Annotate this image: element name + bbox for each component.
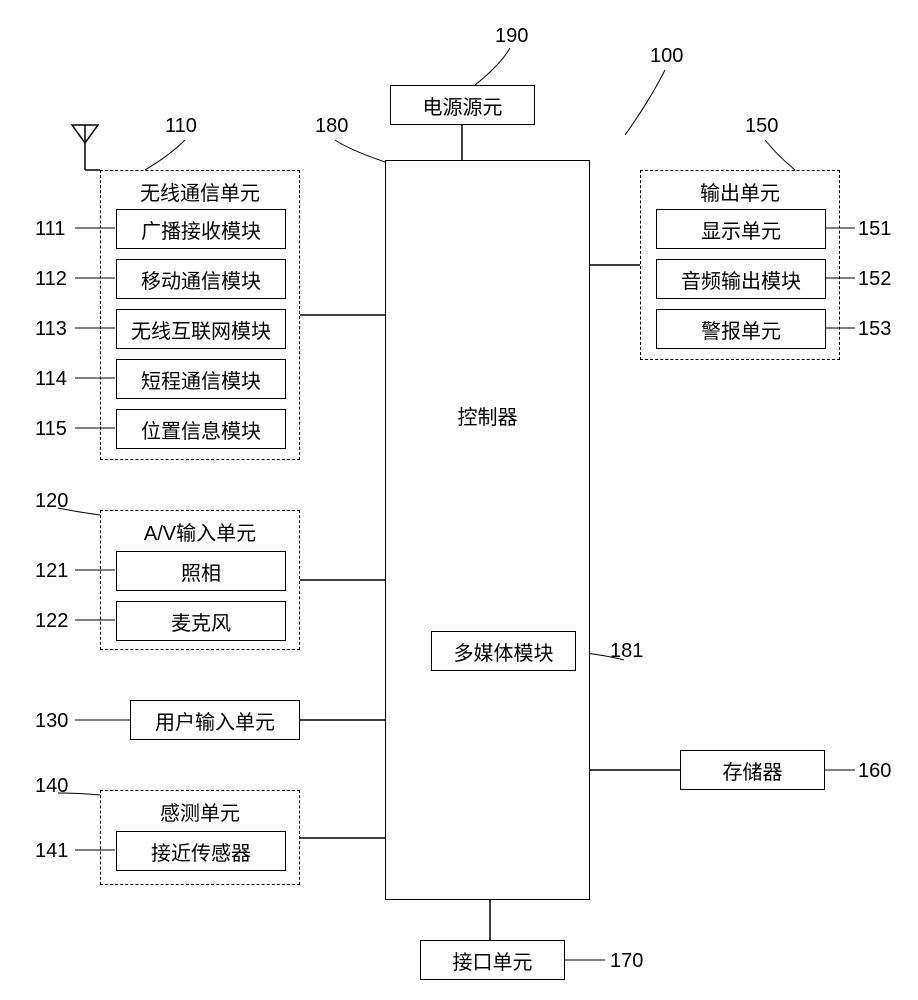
w112-block: 移动通信模块: [116, 259, 286, 299]
multimedia-block: 多媒体模块: [431, 631, 576, 671]
controller-label: 控制器: [386, 401, 589, 430]
wireless-unit: 无线通信单元广播接收模块移动通信模块无线互联网模块短程通信模块位置信息模块: [100, 170, 300, 460]
ref-100: 100: [650, 45, 683, 68]
ref-151: 151: [858, 218, 891, 241]
ref-121: 121: [35, 560, 68, 583]
o152-block: 音频输出模块: [656, 259, 826, 299]
ref-180: 180: [315, 115, 348, 138]
ref-141: 141: [35, 840, 68, 863]
w111-block: 广播接收模块: [116, 209, 286, 249]
av-input-unit: A/V输入单元照相麦克风: [100, 510, 300, 650]
w114-block: 短程通信模块: [116, 359, 286, 399]
o151-block: 显示单元: [656, 209, 826, 249]
ref-130: 130: [35, 710, 68, 733]
controller-block: 控制器多媒体模块: [385, 160, 590, 900]
sensing-unit: 感测单元接近传感器: [100, 790, 300, 885]
output-unit-title: 输出单元: [641, 177, 839, 206]
ref-114: 114: [35, 368, 67, 391]
w113-block: 无线互联网模块: [116, 309, 286, 349]
ref-181: 181: [610, 640, 643, 663]
power-block: 电源源元: [390, 85, 535, 125]
ref-122: 122: [35, 610, 68, 633]
user-input-block: 用户输入单元: [130, 700, 300, 740]
ref-112: 112: [35, 268, 67, 291]
ref-140: 140: [35, 775, 68, 798]
ref-111: 111: [35, 218, 65, 241]
av-input-unit-title: A/V输入单元: [101, 517, 299, 546]
av121-block: 照相: [116, 551, 286, 591]
w115-block: 位置信息模块: [116, 409, 286, 449]
output-unit: 输出单元显示单元音频输出模块警报单元: [640, 170, 840, 360]
wireless-unit-title: 无线通信单元: [101, 177, 299, 206]
o153-block: 警报单元: [656, 309, 826, 349]
ref-110: 110: [165, 115, 197, 138]
memory-block: 存储器: [680, 750, 825, 790]
ref-150: 150: [745, 115, 778, 138]
ref-153: 153: [858, 318, 891, 341]
ref-190: 190: [495, 25, 528, 48]
block-diagram: 控制器多媒体模块 电源源元无线通信单元广播接收模块移动通信模块无线互联网模块短程通…: [0, 0, 918, 1000]
sensing-unit-title: 感测单元: [101, 797, 299, 826]
s141-block: 接近传感器: [116, 831, 286, 871]
ref-113: 113: [35, 318, 67, 341]
ref-115: 115: [35, 418, 67, 441]
av122-block: 麦克风: [116, 601, 286, 641]
ref-152: 152: [858, 268, 891, 291]
ref-170: 170: [610, 950, 643, 973]
interface-block: 接口单元: [420, 940, 565, 980]
ref-120: 120: [35, 490, 68, 513]
ref-160: 160: [858, 760, 891, 783]
